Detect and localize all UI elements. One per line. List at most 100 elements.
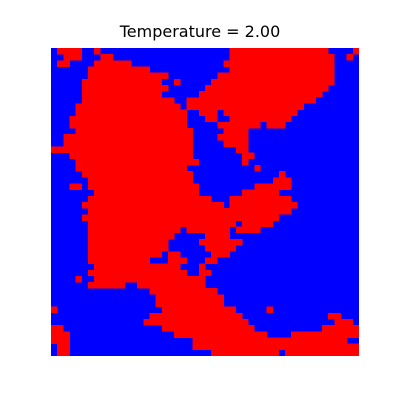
heatmap-cell-run <box>87 282 126 289</box>
heatmap-cell-run <box>94 48 101 55</box>
heatmap-cell-run <box>87 220 237 227</box>
heatmap-cell-run <box>235 146 249 154</box>
heatmap-cell-run <box>229 115 292 123</box>
heatmap-cell-run <box>57 48 83 55</box>
heatmap-cell-run <box>186 226 230 234</box>
heatmap-cell-run <box>266 121 286 129</box>
heatmap-cell-run <box>198 269 212 277</box>
heatmap-cell-run <box>75 158 200 166</box>
heatmap-cell-run <box>168 251 181 258</box>
heatmap-plot <box>51 48 359 356</box>
heatmap-cell-run <box>217 72 335 80</box>
heatmap-cell-run <box>278 171 286 178</box>
heatmap-cell-run <box>229 202 298 209</box>
heatmap-cell-run <box>155 300 224 308</box>
heatmap-cell-run <box>57 343 70 351</box>
heatmap-cell-run <box>223 60 335 67</box>
heatmap-cell-run <box>51 146 76 154</box>
heatmap-cell-run <box>63 140 193 147</box>
heatmap-cell-run <box>186 97 317 104</box>
heatmap-cell-run <box>241 158 249 166</box>
heatmap-cell-run <box>51 306 58 314</box>
heatmap-cell-run <box>217 134 249 141</box>
heatmap-cell-run <box>87 226 181 234</box>
heatmap-cell-run <box>87 66 144 73</box>
heatmap-cell-run <box>75 165 187 172</box>
heatmap-cell-run <box>229 195 292 203</box>
heatmap-cell-run <box>241 189 280 197</box>
heatmap-cell-run <box>266 306 274 314</box>
heatmap-cell-run <box>205 257 218 264</box>
heatmap-cell-run <box>69 121 187 129</box>
heatmap-cell-run <box>75 128 193 135</box>
heatmap-cell-run <box>205 84 329 92</box>
heatmap-cell-run <box>81 78 163 86</box>
heatmap-cell-run <box>87 195 212 203</box>
heatmap-cell-run <box>229 214 280 221</box>
heatmap-cell-run <box>205 115 218 123</box>
heatmap-cell-run <box>211 251 230 258</box>
heatmap-cell-run <box>291 331 359 338</box>
heatmap-cell-run <box>87 245 169 252</box>
heatmap-cell-run <box>75 275 83 283</box>
heatmap-cell-run <box>205 232 230 240</box>
heatmap-cell-run <box>168 257 187 264</box>
heatmap-cell-run <box>198 263 206 271</box>
heatmap-cell-run <box>211 349 280 356</box>
heatmap-cell-run <box>254 165 261 172</box>
heatmap-cell-run <box>94 263 181 271</box>
heatmap-cell-run <box>63 54 83 61</box>
heatmap-cell-run <box>334 319 354 326</box>
heatmap-cell-run <box>57 349 70 356</box>
heatmap-cell-run <box>192 337 347 344</box>
heatmap-cell-run <box>87 177 193 184</box>
heatmap-cell-run <box>149 288 218 295</box>
heatmap-cell-run <box>198 109 218 117</box>
heatmap-cell-run <box>241 152 255 160</box>
heatmap-cell-run <box>87 238 169 246</box>
heatmap-cell-run <box>235 208 292 215</box>
heatmap-cell-run <box>161 306 237 314</box>
heatmap-cell-run <box>229 48 329 55</box>
heatmap-cell-run <box>174 331 267 338</box>
heatmap-cell-run <box>198 91 323 98</box>
heatmap-cell-run <box>69 183 83 190</box>
heatmap-cell-run <box>235 226 261 234</box>
heatmap-cell-run <box>223 109 298 117</box>
heatmap-cell-run <box>155 294 224 301</box>
heatmap-cell-run <box>161 72 169 80</box>
heatmap-cell-run <box>87 208 237 215</box>
heatmap-cell-run <box>87 232 175 240</box>
heatmap-cell-run <box>229 54 335 61</box>
heatmap-cell-run <box>51 325 64 332</box>
heatmap-cell-run <box>352 48 359 55</box>
heatmap-cell-run <box>285 349 359 356</box>
heatmap-cell-run <box>75 103 181 110</box>
heatmap-cell-run <box>192 343 359 351</box>
heatmap-cell-run <box>211 78 335 86</box>
heatmap-cell-run <box>81 91 163 98</box>
heatmap-cell-run <box>137 282 206 289</box>
heatmap-cell-run <box>87 269 187 277</box>
heatmap-cell-run <box>81 84 169 92</box>
heatmap-cell-run <box>69 152 193 160</box>
heatmap-cell-run <box>51 331 70 338</box>
heatmap-cell-run <box>94 189 200 197</box>
heatmap-cell-run <box>100 54 113 61</box>
heatmap-cell-run <box>328 312 341 320</box>
heatmap-cell-run <box>75 146 193 154</box>
heatmap-cell-run <box>217 121 261 129</box>
heatmap-cell-run <box>149 312 243 320</box>
heatmap-cell-run <box>322 325 359 332</box>
heatmap-cell-run <box>87 257 150 264</box>
heatmap-cell-run <box>174 78 181 86</box>
heatmap-cell-run <box>69 115 187 123</box>
heatmap-cell-run <box>87 251 163 258</box>
heatmap-cell-run <box>81 171 193 178</box>
heatmap-cell-run <box>186 103 304 110</box>
chart-title: Temperature = 2.00 <box>119 22 281 41</box>
heatmap-cell-run <box>87 72 163 80</box>
heatmap-cell-run <box>75 109 187 117</box>
heatmap-cell-run <box>205 245 237 252</box>
heatmap-cell-run <box>223 128 249 135</box>
